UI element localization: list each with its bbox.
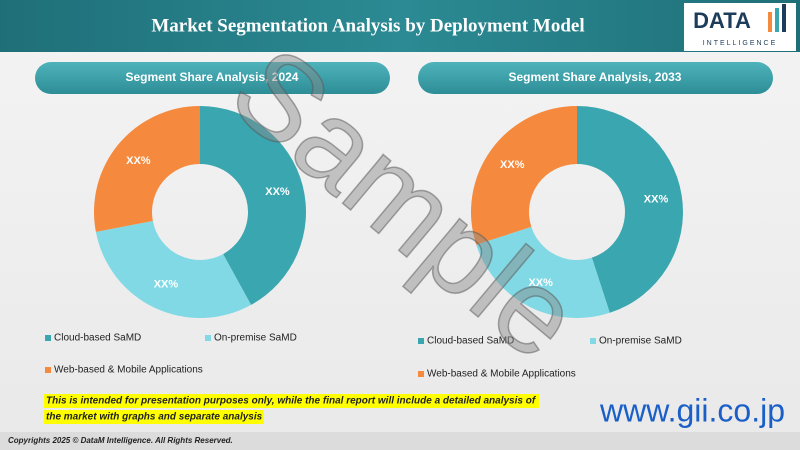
copyright: Copyrights 2025 © DataM Intelligence. Al… xyxy=(8,436,233,445)
data-label: XX% xyxy=(126,155,151,167)
panel-title: Segment Share Analysis, 2033 xyxy=(509,70,682,84)
donut-slice xyxy=(94,106,200,232)
legend-swatch xyxy=(590,338,596,344)
donut-slice xyxy=(471,106,577,245)
legend-swatch xyxy=(205,335,211,341)
charts: Segment Share Analysis, 2024 XX% XX% XX% Clo… xyxy=(35,62,773,380)
website: www.gii.co.jp xyxy=(599,392,785,428)
data-label: XX% xyxy=(500,159,525,171)
logo-bar xyxy=(768,12,772,32)
legend-label: Cloud-based SaMD xyxy=(427,336,514,347)
donut-slice xyxy=(476,226,610,318)
legend-swatch xyxy=(45,335,51,341)
note-highlight xyxy=(44,394,539,408)
donut-slice xyxy=(95,220,252,319)
data-label: XX% xyxy=(265,186,290,198)
donut-slice xyxy=(200,106,307,305)
legend-swatch xyxy=(418,338,424,344)
legend-label: On-premise SaMD xyxy=(599,336,682,347)
legend-label: On-premise SaMD xyxy=(214,333,297,344)
legend-label: Web-based & Mobile Applications xyxy=(54,365,203,376)
footer-bar xyxy=(0,432,800,450)
data-label: XX% xyxy=(644,193,669,205)
donut-slice xyxy=(577,106,683,313)
logo-text: DATA xyxy=(693,8,751,33)
header-bar xyxy=(0,0,800,52)
note-highlight xyxy=(44,410,264,424)
logo-bar xyxy=(775,8,779,32)
panel-title: Segment Share Analysis, 2024 xyxy=(126,70,299,84)
header-title: Market Segmentation Analysis by Deployme… xyxy=(151,15,584,36)
panel-title-bg xyxy=(418,62,773,94)
logo-bar xyxy=(782,4,786,32)
logo-subtext: INTELLIGENCE xyxy=(703,40,778,47)
note-line: the market with graphs and separate anal… xyxy=(46,412,263,423)
legend-swatch xyxy=(45,367,51,373)
legend-swatch xyxy=(418,371,424,377)
data-label: XX% xyxy=(528,277,553,289)
legend-label: Web-based & Mobile Applications xyxy=(427,369,576,380)
note-line: This is intended for presentation purpos… xyxy=(46,396,537,407)
data-label: XX% xyxy=(154,278,179,290)
panel-title-bg xyxy=(35,62,390,94)
legend-label: Cloud-based SaMD xyxy=(54,333,141,344)
